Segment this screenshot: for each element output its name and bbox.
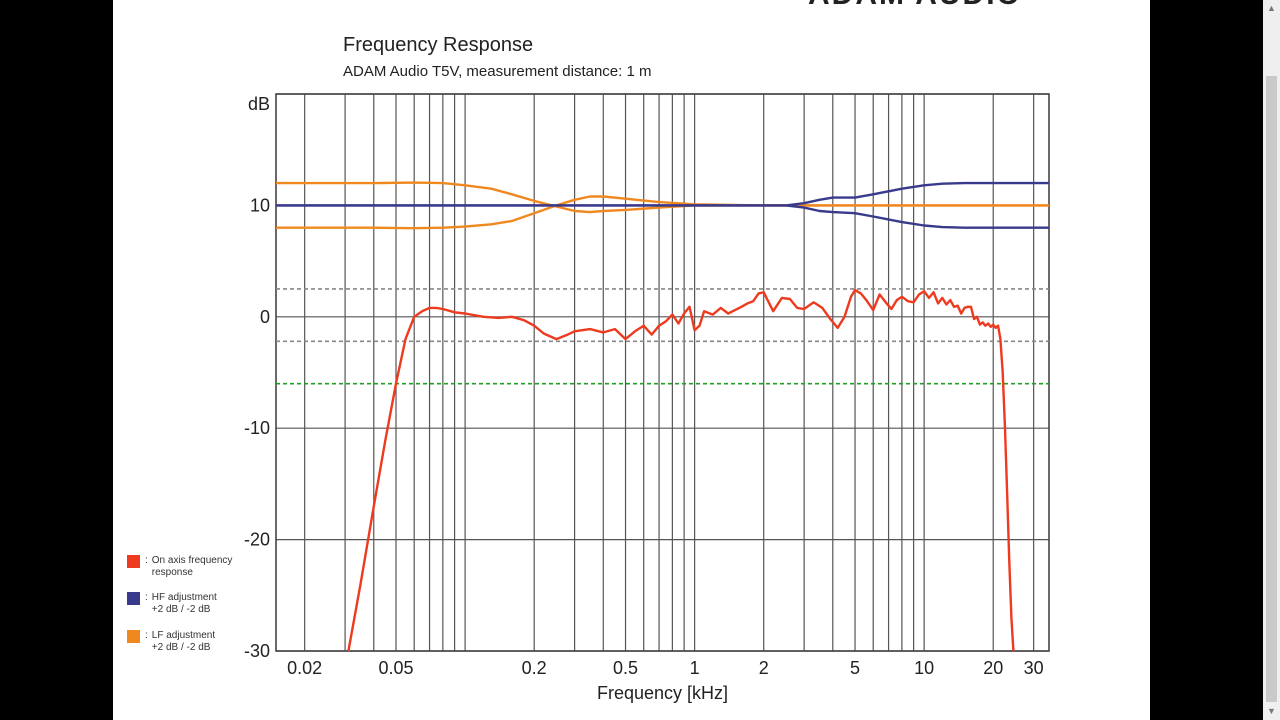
chart-subtitle: ADAM Audio T5V, measurement distance: 1 … bbox=[343, 63, 652, 80]
x-tick-label: 1 bbox=[690, 658, 700, 678]
plot-frame bbox=[275, 93, 1050, 652]
document-page: ADAM AUDIO Frequency Response ADAM Audio… bbox=[113, 0, 1150, 720]
y-tick-label: -30 bbox=[244, 641, 270, 661]
legend-swatch-orange bbox=[127, 630, 140, 643]
y-tick-label: -10 bbox=[244, 418, 270, 438]
x-tick-label: 0.05 bbox=[378, 658, 413, 678]
legend-item-hf: : HF adjustment +2 dB / -2 dB bbox=[127, 592, 252, 616]
scroll-down-arrow-icon[interactable]: ▼ bbox=[1267, 706, 1276, 716]
legend-label-on-axis: On axis frequency response bbox=[151, 555, 233, 578]
x-tick-label: 30 bbox=[1024, 658, 1044, 678]
legend-item-on-axis: : On axis frequency response bbox=[127, 555, 252, 579]
legend-item-lf: : LF adjustment +2 dB / -2 dB bbox=[127, 630, 252, 654]
vertical-scrollbar[interactable]: ▲ ▼ bbox=[1263, 0, 1280, 720]
scrollbar-thumb[interactable] bbox=[1266, 76, 1277, 702]
series-layer bbox=[276, 181, 1049, 652]
y-tick-label: 10 bbox=[250, 195, 270, 215]
grid-layer bbox=[275, 93, 1050, 652]
y-axis-label: dB bbox=[248, 94, 270, 114]
x-tick-label: 0.5 bbox=[613, 658, 638, 678]
axis-labels: dB Frequency [kHz] bbox=[248, 94, 728, 703]
x-tick-label: 0.2 bbox=[522, 658, 547, 678]
x-tick-label: 0.02 bbox=[287, 658, 322, 678]
legend-swatch-blue bbox=[127, 592, 140, 605]
series-line-on-axis-frequency-response bbox=[347, 288, 1015, 652]
series-line-lf-adjustment-2-db bbox=[276, 195, 1049, 230]
x-tick-label: 2 bbox=[759, 658, 769, 678]
legend-label-lf: LF adjustment +2 dB / -2 dB bbox=[151, 630, 216, 653]
series-line-hf-adjustment-2-db bbox=[276, 204, 1049, 229]
x-tick-label: 20 bbox=[983, 658, 1003, 678]
reference-lines bbox=[276, 288, 1049, 385]
tick-labels: 0.02 0.05 0.2 0.5 1 2 5 10 20 30 10 0 -10 -20 -30 bbox=[244, 195, 1044, 678]
y-tick-label: -20 bbox=[244, 530, 270, 550]
adam-audio-logo: ADAM AUDIO bbox=[808, 0, 1022, 12]
x-tick-label: 5 bbox=[850, 658, 860, 678]
legend-label-hf: HF adjustment +2 dB / -2 dB bbox=[151, 592, 217, 615]
scroll-up-arrow-icon[interactable]: ▲ bbox=[1267, 3, 1276, 13]
x-axis-label: Frequency [kHz] bbox=[597, 683, 728, 703]
frequency-response-chart: dB Frequency [kHz] 0.02 0.05 0.2 0.5 1 2 5 10 20… bbox=[244, 93, 1050, 703]
chart-title: Frequency Response bbox=[343, 34, 534, 56]
series-line-hf-adjustment-2-db bbox=[276, 181, 1049, 207]
x-tick-label: 10 bbox=[914, 658, 934, 678]
legend-swatch-red bbox=[127, 555, 140, 568]
y-tick-label: 0 bbox=[260, 307, 270, 327]
series-line-lf-adjustment-2-db bbox=[276, 181, 1049, 214]
